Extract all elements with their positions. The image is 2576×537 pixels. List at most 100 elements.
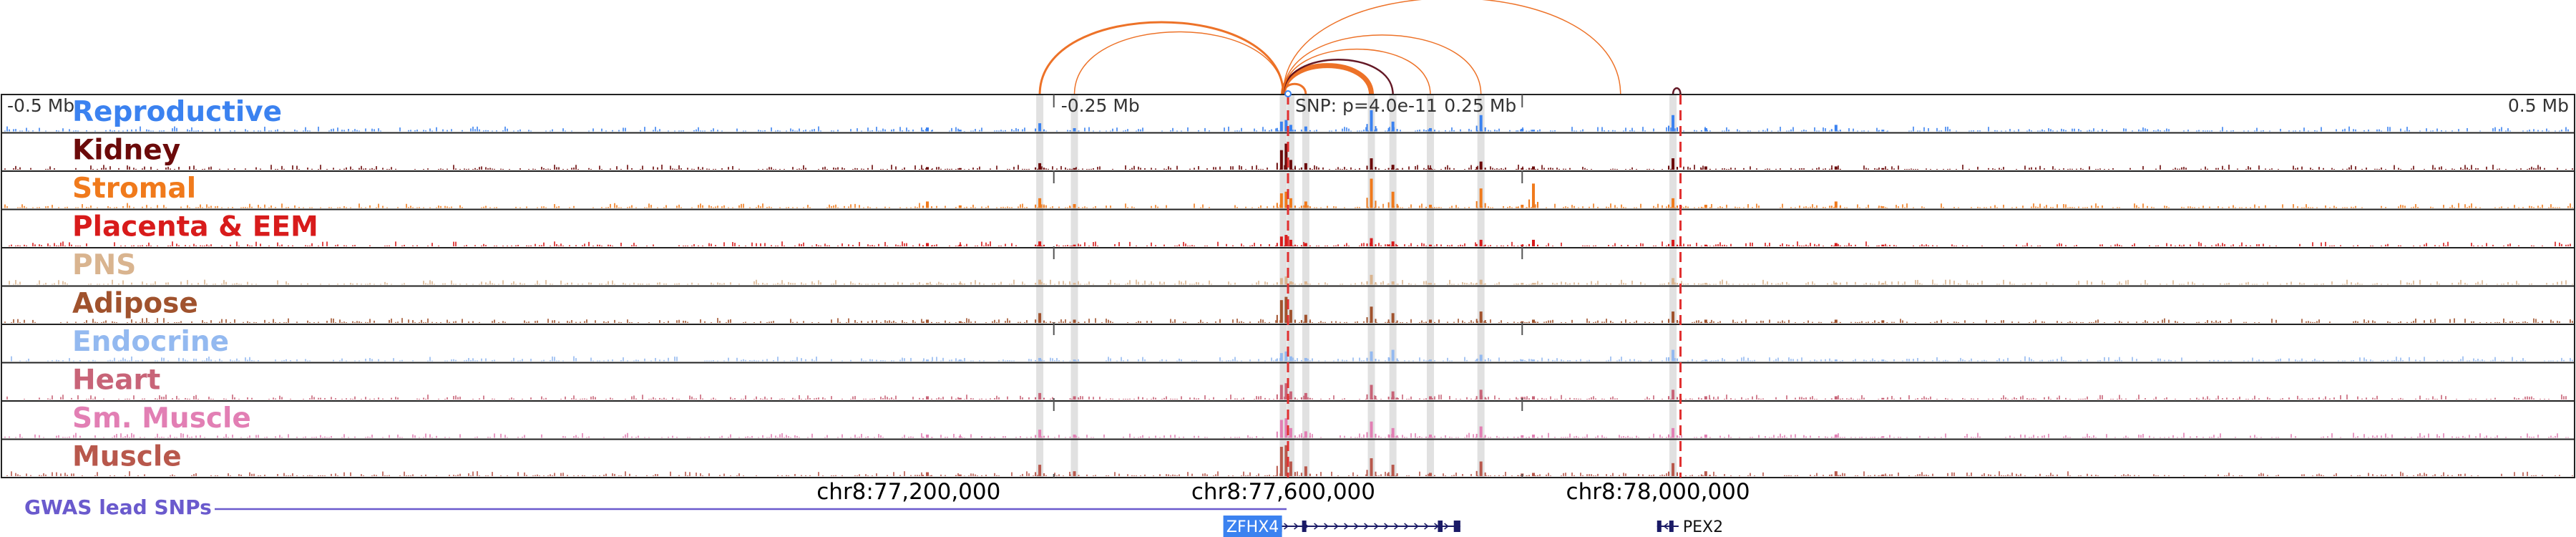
noise-bar <box>588 241 590 246</box>
noise-bar <box>1735 321 1736 323</box>
noise-bar <box>2531 206 2532 208</box>
noise-bar <box>389 435 390 438</box>
noise-bar <box>2387 321 2389 323</box>
noise-bar <box>972 398 974 400</box>
noise-bar <box>1361 360 1362 362</box>
noise-bar <box>1876 168 1878 170</box>
noise-bar <box>109 359 111 362</box>
peak-bar <box>1387 283 1390 285</box>
noise-bar <box>2325 241 2326 246</box>
noise-bar <box>2256 360 2258 362</box>
peak-bar <box>1526 284 1528 285</box>
noise-bar <box>1625 127 1626 132</box>
noise-bar <box>2570 319 2571 323</box>
noise-bar <box>2567 205 2569 208</box>
noise-bar <box>2563 396 2565 400</box>
noise-bar <box>1934 321 1936 323</box>
noise-bar <box>178 166 180 170</box>
noise-bar <box>766 168 768 170</box>
noise-bar <box>1277 130 1279 132</box>
noise-bar <box>131 432 132 438</box>
noise-bar <box>1002 436 1004 438</box>
noise-bar <box>2029 168 2030 170</box>
noise-bar <box>307 130 308 132</box>
noise-bar <box>2164 130 2165 132</box>
noise-bar <box>2106 130 2107 132</box>
noise-bar <box>2145 398 2146 400</box>
noise-bar <box>206 358 208 362</box>
peak-bar <box>958 359 962 362</box>
noise-bar <box>1468 206 1470 208</box>
noise-bar <box>1357 206 1358 208</box>
noise-bar <box>431 243 433 246</box>
noise-bar <box>1610 169 1611 170</box>
noise-bar <box>2419 130 2421 132</box>
noise-bar <box>1340 321 1341 323</box>
noise-bar <box>1863 165 1865 170</box>
noise-bar <box>723 205 725 208</box>
noise-bar <box>131 356 132 362</box>
noise-bar <box>331 435 332 438</box>
noise-bar <box>852 396 854 400</box>
noise-bar <box>2114 321 2116 323</box>
noise-bar <box>1666 206 1667 208</box>
peak-bar <box>1284 143 1288 170</box>
noise-bar <box>144 166 145 170</box>
peak-bar <box>1878 399 1880 400</box>
noise-bar <box>1249 321 1251 323</box>
noise-bar <box>232 207 233 208</box>
noise-bar <box>1614 205 1616 208</box>
noise-bar <box>2426 128 2427 132</box>
noise-bar <box>1200 319 1201 323</box>
noise-bar <box>2529 130 2530 132</box>
noise-bar <box>466 359 467 362</box>
noise-bar <box>427 360 429 362</box>
noise-bar <box>281 397 283 400</box>
noise-bar <box>1625 360 1626 362</box>
noise-bar <box>535 243 536 246</box>
noise-bar <box>1509 130 1511 132</box>
noise-bar <box>575 321 577 323</box>
noise-bar <box>1516 397 1517 400</box>
noise-bar <box>419 207 420 208</box>
peak-bar <box>1375 200 1377 208</box>
noise-bar <box>685 321 686 323</box>
noise-bar <box>395 397 396 400</box>
noise-bar <box>2546 283 2547 285</box>
noise-bar <box>704 360 706 362</box>
noise-bar <box>979 166 980 170</box>
peak-bar <box>1528 321 1530 323</box>
noise-bar <box>550 360 551 362</box>
noise-bar <box>2441 130 2442 132</box>
noise-bar <box>2031 130 2032 132</box>
noise-bar <box>47 360 49 362</box>
noise-bar <box>2398 206 2399 208</box>
noise-bar <box>1646 168 1648 170</box>
noise-bar <box>917 284 918 285</box>
noise-bar <box>200 204 201 208</box>
noise-bar <box>172 128 173 132</box>
noise-bar <box>75 168 77 170</box>
noise-bar <box>395 321 396 323</box>
noise-bar <box>571 168 572 170</box>
noise-bar <box>2029 321 2030 323</box>
peak-bar <box>1289 309 1292 323</box>
noise-bar <box>934 245 935 246</box>
noise-bar <box>2540 166 2541 170</box>
noise-bar <box>1838 130 1839 132</box>
peak-bar <box>1528 130 1530 132</box>
noise-bar <box>1994 168 1996 170</box>
noise-bar <box>459 434 461 438</box>
peak-bar <box>1425 206 1427 208</box>
noise-bar <box>1805 244 1807 246</box>
noise-bar <box>1382 203 1384 208</box>
noise-bar <box>1108 319 1109 323</box>
noise-bar <box>451 280 452 285</box>
noise-bar <box>1376 321 1377 323</box>
noise-bar <box>831 396 832 400</box>
noise-bar <box>176 395 177 400</box>
peak-bar <box>1366 124 1368 132</box>
noise-bar <box>608 244 609 246</box>
noise-bar <box>2527 396 2528 400</box>
noise-bar <box>2400 128 2401 132</box>
